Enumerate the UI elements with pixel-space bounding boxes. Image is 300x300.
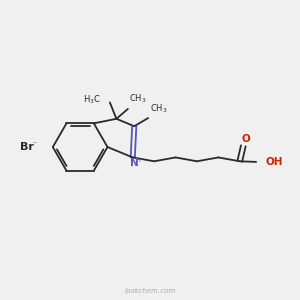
Text: O: O xyxy=(241,134,250,144)
Text: ⁻: ⁻ xyxy=(33,139,37,148)
Text: CH$_3$: CH$_3$ xyxy=(129,93,147,105)
Text: +: + xyxy=(136,157,142,163)
Text: H$_3$C: H$_3$C xyxy=(82,93,100,106)
Text: N: N xyxy=(130,158,139,168)
Text: lookchem.com: lookchem.com xyxy=(124,288,176,294)
Text: OH: OH xyxy=(266,157,283,167)
Text: Br: Br xyxy=(20,142,34,152)
Text: CH$_3$: CH$_3$ xyxy=(150,103,167,115)
